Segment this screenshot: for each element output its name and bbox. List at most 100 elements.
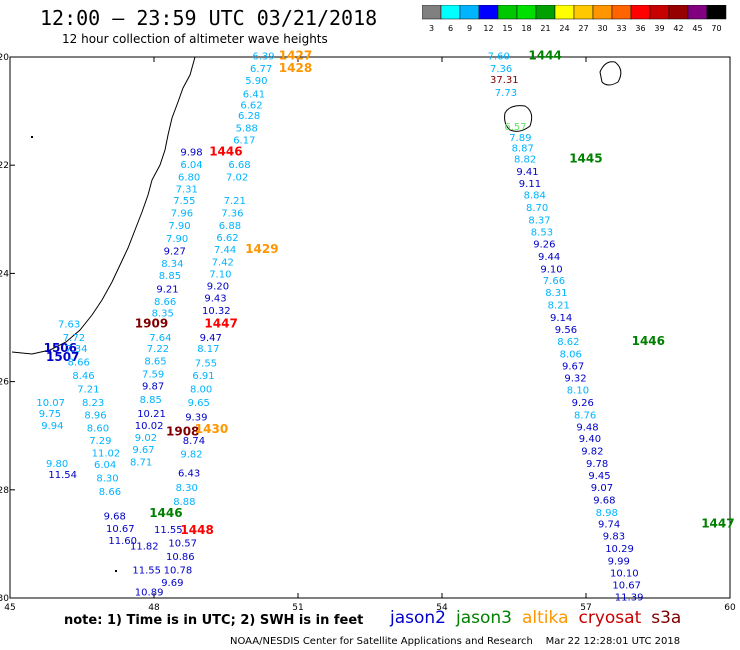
wave-height-label: 8.23	[82, 398, 104, 409]
wave-height-label: 7.59	[142, 369, 164, 380]
colorbar-tick: 33	[616, 24, 626, 33]
wave-height-label: 1909	[135, 317, 168, 331]
wave-height-label: 7.10	[209, 270, 231, 281]
wave-height-label: 7.73	[495, 88, 517, 99]
wave-height-label: 9.10	[540, 264, 562, 275]
wave-height-label: 11.54	[48, 470, 77, 481]
wave-height-label: 8.35	[152, 309, 174, 320]
wave-height-label: 1446	[632, 334, 665, 348]
wave-height-label: 6.88	[219, 221, 241, 232]
wave-height-label: 7.66	[543, 276, 565, 287]
colorbar-tick: 39	[654, 24, 664, 33]
legend-item-altika: altika	[522, 608, 569, 628]
wave-height-label: 1444	[528, 49, 561, 63]
wave-height-label: 7.72	[63, 333, 85, 344]
wave-height-label: 8.37	[528, 216, 550, 227]
wave-height-label: 10.10	[610, 568, 639, 579]
wave-height-label: 9.67	[562, 362, 584, 373]
wave-height-label: 8.46	[72, 371, 94, 382]
wave-height-label: 7.02	[226, 172, 248, 183]
wave-height-label: 6.57	[504, 122, 526, 133]
wave-height-label: 8.53	[531, 228, 553, 239]
colorbar-tick: 36	[635, 24, 645, 33]
wave-height-label: 10.78	[164, 566, 193, 577]
wave-height-label: 8.31	[545, 288, 567, 299]
colorbar-tick: 18	[521, 24, 531, 33]
wave-height-label: 6.68	[228, 160, 250, 171]
wave-height-label: 1448	[180, 523, 213, 537]
wave-height-label: 1427	[279, 49, 312, 63]
wave-height-label: 7.42	[212, 257, 234, 268]
small-island	[115, 570, 117, 572]
wave-height-label: 8.71	[130, 457, 152, 468]
wave-height-label: 10.02	[135, 421, 164, 432]
wave-height-label: 10.86	[166, 552, 195, 563]
wave-height-label: 10.29	[605, 544, 634, 555]
wave-height-label: 7.29	[89, 436, 111, 447]
wave-height-label: 7.90	[166, 234, 188, 245]
wave-height-label: 9.39	[185, 413, 207, 424]
wave-height-label: 6.77	[250, 64, 272, 75]
colorbar-tick: 9	[467, 24, 472, 33]
wave-height-label: 8.74	[183, 436, 205, 447]
wave-height-label: 1429	[245, 242, 278, 256]
wave-height-label: 9.68	[104, 512, 126, 523]
plot-frame	[9, 56, 731, 599]
legend-item-s3a: s3a	[651, 608, 682, 628]
wave-height-label: 9.26	[533, 239, 555, 250]
wave-height-label: 8.10	[567, 386, 589, 397]
wave-height-label: 8.66	[154, 297, 176, 308]
wave-height-label: 9.26	[572, 398, 594, 409]
wave-height-label: 1446	[209, 144, 242, 158]
wave-height-label: 8.84	[524, 191, 546, 202]
wave-height-label: 9.78	[586, 459, 608, 470]
colorbar-tick: 3	[429, 24, 434, 33]
wave-height-label: 8.98	[596, 508, 618, 519]
wave-height-label: 10.89	[135, 587, 164, 598]
wave-height-label: 6.28	[238, 111, 260, 122]
madagascar-coastline	[11, 56, 196, 355]
legend-item-jason2: jason2	[390, 608, 446, 628]
wave-height-label: 9.11	[519, 179, 541, 190]
y-tick-label: -24	[0, 269, 9, 279]
wave-height-label: 9.75	[39, 409, 61, 420]
wave-height-label: 9.87	[142, 382, 164, 393]
wave-height-label: 7.21	[224, 196, 246, 207]
wave-height-label: 7.96	[171, 209, 193, 220]
wave-height-label: 8.82	[514, 154, 536, 165]
wave-height-label: 8.85	[159, 271, 181, 282]
wave-height-label: 1445	[569, 151, 602, 165]
wave-height-label: 9.07	[591, 483, 613, 494]
wave-height-label: 9.45	[588, 471, 610, 482]
y-tick-label: -28	[0, 486, 9, 496]
wave-height-label: 8.21	[548, 301, 570, 312]
wave-height-label: 9.43	[204, 294, 226, 305]
wave-height-label: 10.67	[612, 580, 641, 591]
wave-height-label: 9.14	[550, 313, 572, 324]
wave-height-label: 1428	[279, 61, 312, 75]
footer-note: note: 1) Time is in UTC; 2) SWH is in fe…	[64, 613, 364, 628]
wave-height-label: 11.82	[130, 541, 159, 552]
wave-height-label: 7.22	[147, 344, 169, 355]
wave-height-label: 10.21	[137, 409, 166, 420]
wave-height-label: 9.74	[598, 520, 620, 531]
wave-height-label: 8.87	[512, 144, 534, 155]
wave-height-label: 6.62	[216, 233, 238, 244]
wave-height-label: 1507	[46, 350, 79, 364]
wave-height-label: 37.31	[490, 75, 519, 86]
colorbar-tick: 27	[578, 24, 588, 33]
x-tick-label: 57	[580, 603, 591, 613]
wave-height-label: 1447	[701, 517, 734, 531]
x-tick-label: 54	[436, 603, 448, 613]
wave-height-label: 9.32	[564, 374, 586, 385]
wave-height-label: 9.99	[608, 556, 630, 567]
colorbar-tick: 15	[502, 24, 512, 33]
wave-height-label: 8.66	[68, 357, 90, 368]
wave-height-label: 9.68	[593, 495, 615, 506]
wave-height-label: 6.39	[252, 52, 274, 63]
wave-height-label: 6.91	[192, 371, 214, 382]
wave-height-label: 7.55	[195, 358, 217, 369]
wave-height-label: 1447	[204, 317, 237, 331]
wave-height-label: 6.04	[94, 460, 116, 471]
